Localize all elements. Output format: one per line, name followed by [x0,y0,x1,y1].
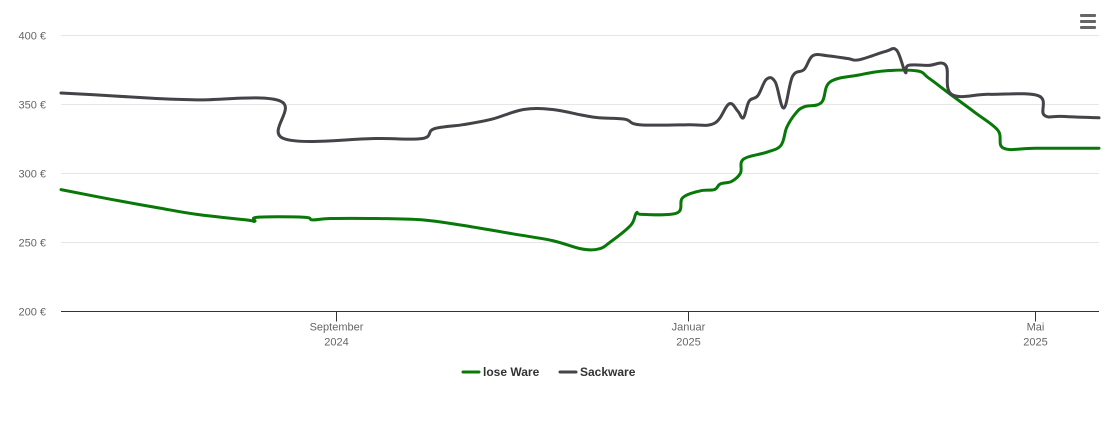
series-line-lose-ware[interactable] [59,68,1101,252]
y-tick-label: 300 € [18,169,46,181]
legend-label: Sackware [580,365,636,379]
x-tick-labels: September 2024 Januar 2025 Mai 2025 [310,311,1048,349]
grid-lines [61,35,1099,243]
series-line-sackware[interactable] [59,47,1101,143]
x-tick-year: 2025 [676,337,700,349]
x-tick-label: September [310,322,364,334]
legend: lose Ware Sackware [461,365,636,379]
x-tick-year: 2025 [1023,337,1047,349]
y-tick-labels: 200 € 250 € 300 € 350 € 400 € [18,31,46,319]
x-tick-label: Mai [1027,322,1045,334]
y-tick-label: 350 € [18,100,46,112]
y-tick-label: 400 € [18,31,46,43]
legend-item-sackware[interactable]: Sackware [558,365,636,379]
hamburger-menu-icon[interactable] [1074,8,1102,36]
legend-item-lose-ware[interactable]: lose Ware [461,365,540,379]
x-tick-year: 2024 [324,337,348,349]
x-tick-label: Januar [672,322,706,334]
legend-label: lose Ware [483,365,540,379]
series-lines [59,47,1101,252]
y-tick-label: 250 € [18,238,46,250]
y-tick-label: 200 € [18,307,46,319]
